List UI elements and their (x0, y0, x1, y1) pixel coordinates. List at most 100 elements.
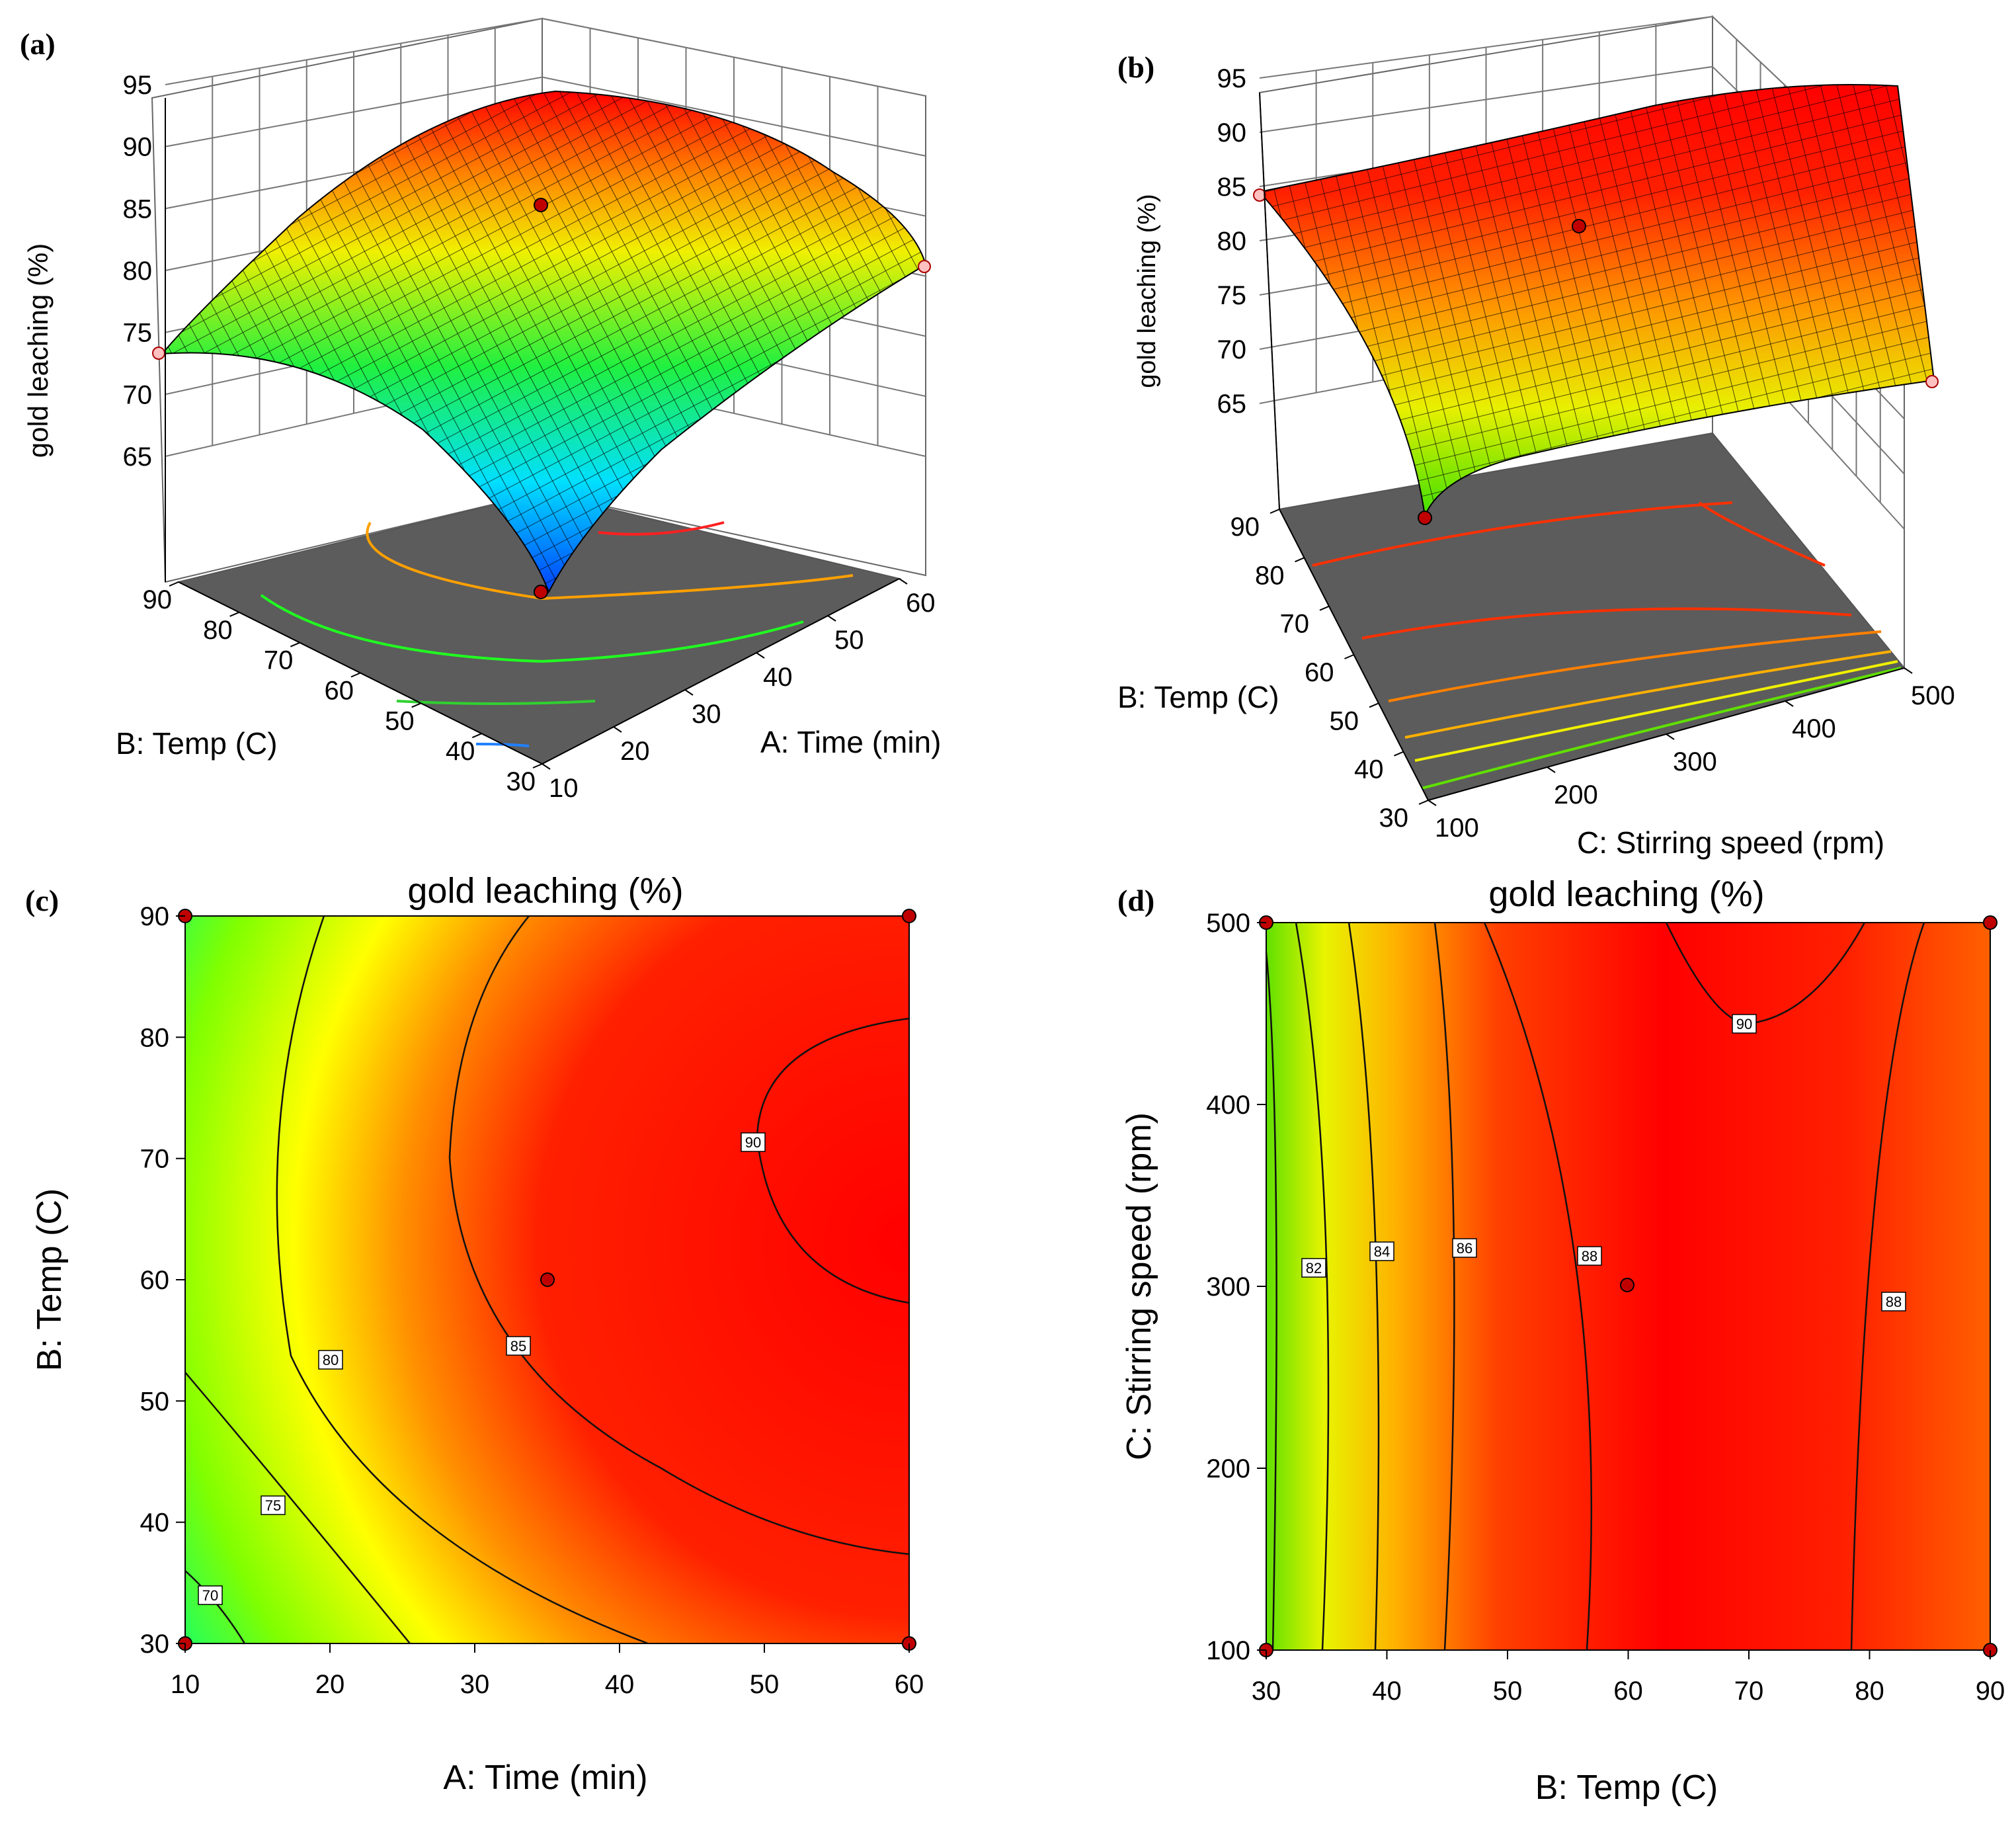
panel-c-contour-label-box (198, 1585, 223, 1605)
panel-b-center-point (1572, 219, 1586, 233)
panel-b-y-tick (1418, 800, 1429, 805)
panel-c-contour-75 (184, 1372, 411, 1644)
panel-b-y-tick (1369, 702, 1379, 708)
panel-a-y-tick (290, 642, 300, 647)
panel-c-y-tick-label: 90 (140, 902, 170, 931)
panel-c-contour-label: 90 (745, 1134, 761, 1151)
panel-a-floor-contour-orange (366, 522, 854, 601)
panel-b-x-tick (1547, 767, 1556, 773)
panel-c-contour-label: 80 (323, 1352, 339, 1368)
panel-d-contour-labels: 82 84 86 88 90 88 (1301, 1014, 1906, 1311)
panel-d-contour-label-box (1452, 1238, 1477, 1258)
panel-b-x-tick-label: 400 (1792, 714, 1836, 743)
panel-d-x-tick-label: 80 (1855, 1677, 1884, 1706)
panel-b-floor-contour-yellow (1414, 660, 1898, 762)
panel-b-z-tick-label: 70 (1217, 335, 1247, 364)
panel-c-contour-80 (276, 915, 649, 1645)
panel-d-y-axis-label: C: Stirring speed (rpm) (1120, 1112, 1158, 1460)
panel-c-contour-label-box (741, 1132, 766, 1152)
panel-letter-d: (d) (1117, 884, 1155, 917)
panel-c-x-tick-label: 30 (460, 1670, 490, 1699)
panel-b-y-tick-label: 50 (1330, 706, 1359, 735)
panel-c-x-tick-label: 40 (605, 1670, 635, 1699)
panel-d-y-tick-label: 100 (1206, 1636, 1250, 1665)
panel-letter-a: (a) (20, 27, 56, 61)
panel-d-contour-label: 82 (1306, 1260, 1322, 1276)
panel-b-z-tick-label: 85 (1217, 173, 1247, 202)
panel-b-z-axis-label: gold leaching (%) (1133, 194, 1161, 388)
panel-b-floor-contour-red-1 (1312, 501, 1733, 567)
panel-a-floor-contour-blue (475, 743, 530, 747)
panel-c-contour-label-box (261, 1495, 286, 1515)
panel-a-x-tick-label: 50 (834, 626, 864, 655)
panel-c-design-point (902, 909, 916, 923)
panel-b-surface-plot: 65 70 75 80 85 90 95 gold leaching (%) 30 40 50 6… (1117, 15, 1955, 860)
panel-a-z-gridline (165, 17, 926, 97)
panel-c-title: gold leaching (%) (407, 871, 683, 911)
panel-c-contour-label: 75 (265, 1497, 281, 1514)
panel-a-z-tick-label: 85 (123, 194, 153, 224)
panel-d-title: gold leaching (%) (1488, 874, 1764, 914)
panel-a-y-tick (350, 672, 361, 678)
panel-a-x-tick-label: 20 (620, 737, 650, 766)
panel-a-y-tick (411, 702, 422, 708)
panel-a-y-tick (169, 581, 179, 587)
panel-d-contour-label: 90 (1736, 1016, 1752, 1032)
panel-c-x-tick-label: 20 (315, 1670, 345, 1699)
panel-a-surface-plot: 65 70 75 80 85 90 95 gold leaching (%) 30 40 50 6… (22, 17, 941, 803)
panel-c-contour-label: 70 (202, 1587, 218, 1604)
panel-a-floor-contour-red (598, 521, 725, 536)
panel-d-contour-label-box (1301, 1258, 1326, 1278)
panel-d-contour-plot: gold leaching (%) 82 84 86 88 90 88 30 40 50 60 7… (1120, 874, 2005, 1807)
panel-letter-c: (c) (25, 884, 60, 917)
panel-d-contour-label-box (1577, 1246, 1602, 1266)
panel-b-z-tick-label: 75 (1217, 281, 1247, 310)
panel-a-z-tick-label: 75 (123, 319, 153, 348)
panel-d-x-tick-label: 70 (1734, 1677, 1764, 1706)
panel-c-contour-plot: gold leaching (%) 70 75 80 85 90 10 20 30 40 50 6… (30, 871, 924, 1797)
panel-a-surface-mesh (162, 91, 926, 592)
panel-b-x-tick (1428, 800, 1437, 806)
panel-a-x-tick-label: 60 (906, 589, 936, 618)
panel-a-y-axis-label: B: Temp (C) (116, 726, 278, 761)
panel-b-y-tick (1394, 751, 1404, 757)
panel-b-floor-contour-red-3 (1361, 607, 1852, 640)
panel-b-z-tick-label: 65 (1217, 390, 1247, 419)
panel-a-z-tick-label: 65 (123, 442, 153, 472)
panel-d-contour-lines (1265, 922, 1925, 1651)
panel-b-z-tick-label: 95 (1217, 64, 1247, 93)
panel-b-floor-contours (1312, 501, 1902, 790)
panel-b-y-tick (1319, 605, 1330, 611)
panel-b-y-tick-label: 40 (1354, 755, 1384, 784)
panel-b-floor-contour-orange-1 (1388, 630, 1882, 702)
panel-c-x-axis-label: A: Time (min) (443, 1759, 647, 1797)
panel-b-y-tick-label: 30 (1379, 804, 1409, 833)
panel-d-contour-88-left (1483, 922, 1593, 1651)
panel-d-contour-88-right (1850, 922, 1925, 1651)
panel-c-x-tick-label: 10 (171, 1670, 200, 1699)
panel-c-contour-label-box (318, 1350, 343, 1370)
panel-a-floor-contours (260, 521, 854, 747)
panel-a-y-tick-label: 60 (325, 677, 354, 706)
panel-b-y-tick (1344, 654, 1354, 659)
panel-c-y-tick-label: 50 (140, 1387, 170, 1416)
panel-a-x-tick (613, 726, 622, 733)
panel-d-x-tick-label: 60 (1613, 1677, 1643, 1706)
panel-a-z-gridline (165, 76, 926, 157)
panel-a-z-tick-label: 80 (123, 257, 153, 286)
panel-c-x-tick-label: 50 (750, 1670, 780, 1699)
panel-d-center-point (1620, 1278, 1634, 1292)
panel-a-floor-contour-green-2 (260, 594, 804, 663)
panel-d-contour-label-box (1369, 1241, 1394, 1261)
panel-b-x-tick-label: 500 (1911, 681, 1955, 710)
panel-c-contour-label-box (506, 1336, 531, 1356)
panel-a-x-tick-label: 30 (692, 700, 721, 729)
panel-a-x-tick (899, 578, 908, 585)
panel-b-x-tick-label: 200 (1554, 780, 1598, 810)
panel-a-corner-point-bottom (534, 585, 548, 599)
panel-d-contour-84 (1348, 922, 1380, 1651)
panel-a-y-tick-label: 50 (385, 706, 415, 735)
panel-a-x-tick-label: 10 (549, 774, 579, 803)
panel-d-contour-82 (1295, 922, 1330, 1651)
